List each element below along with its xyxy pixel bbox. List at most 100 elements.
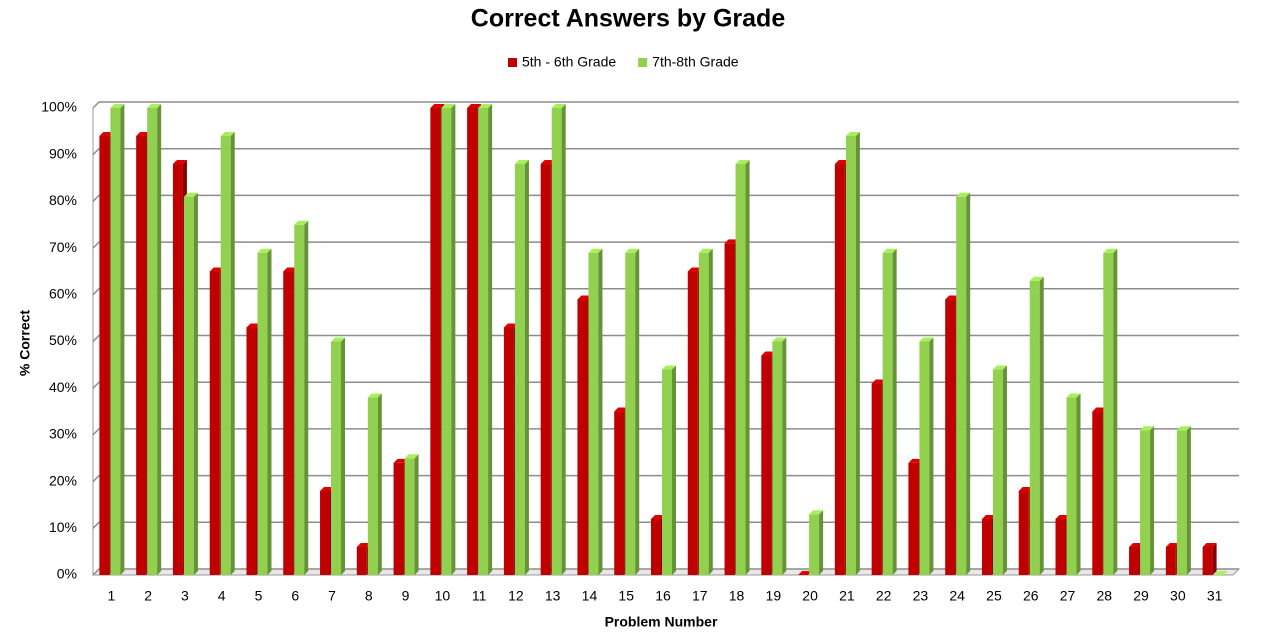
x-tick-label: 6 (291, 588, 299, 604)
bar-front (1129, 546, 1140, 575)
bar (331, 337, 346, 575)
bar-side (1186, 426, 1191, 575)
bar-top (331, 337, 346, 342)
bar-top (172, 160, 187, 165)
y-tick-label: 0% (57, 566, 77, 582)
bar-front (724, 243, 735, 575)
bar-front (1165, 546, 1176, 575)
bar-front (834, 164, 845, 576)
bar-front (772, 341, 783, 575)
bar (551, 104, 566, 575)
x-tick-label: 2 (144, 588, 152, 604)
x-tick-label: 25 (986, 588, 1002, 604)
bar-top (1165, 542, 1180, 547)
bar-top (1129, 542, 1144, 547)
bar-top (257, 248, 272, 253)
bar-top (503, 323, 518, 328)
bar-front (136, 136, 147, 575)
bar-front (651, 518, 661, 575)
bar-front (367, 397, 378, 575)
bar-front (1176, 430, 1187, 575)
x-tick-label: 1 (107, 588, 115, 604)
bar (110, 104, 125, 575)
x-tick-label: 22 (876, 588, 892, 604)
bar-side (1113, 248, 1118, 575)
bar-side (561, 104, 566, 575)
x-tick-label: 23 (913, 588, 929, 604)
bar-top (404, 454, 419, 459)
bar-top (882, 248, 897, 253)
bar-front (551, 108, 562, 575)
bar-side (782, 337, 787, 575)
bar-front (698, 252, 709, 575)
bar-side (304, 220, 309, 575)
bar-side (598, 248, 603, 575)
grid-line (92, 101, 1239, 109)
bar-top (956, 192, 971, 197)
bar-top (945, 295, 960, 300)
bar-side (1150, 426, 1155, 575)
bar-front (956, 196, 967, 576)
bar-top (393, 458, 408, 463)
bar-side (1212, 542, 1217, 575)
bar-side (524, 160, 529, 576)
bar-top (871, 379, 886, 384)
bar-side (1076, 393, 1081, 575)
x-tick-label: 29 (1133, 588, 1149, 604)
x-tick-label: 17 (692, 588, 708, 604)
bar-side (819, 510, 824, 575)
y-tick-label: 50% (49, 332, 77, 348)
bar-front (919, 341, 930, 575)
bar (798, 571, 813, 575)
x-tick-label: 28 (1097, 588, 1113, 604)
bar-top (441, 104, 456, 108)
bar-top (136, 132, 151, 137)
x-tick-label: 19 (766, 588, 782, 604)
bar-front (320, 490, 331, 575)
bar-front (220, 136, 231, 575)
bar (735, 160, 750, 576)
y-tick-label: 80% (49, 192, 77, 208)
bar-side (414, 454, 419, 575)
bar (1202, 542, 1217, 575)
bar-front (981, 518, 992, 575)
bar (183, 192, 198, 576)
bar-front (283, 271, 294, 575)
bar-front (1018, 490, 1029, 575)
bar-front (845, 136, 856, 575)
bar-top (834, 160, 849, 165)
x-tick-label: 13 (545, 588, 561, 604)
y-tick-label: 30% (49, 426, 77, 442)
legend-label: 7th-8th Grade (652, 54, 739, 70)
bar-side (966, 192, 971, 576)
bar-front (430, 108, 441, 575)
bar-top (514, 160, 529, 165)
bar-side (745, 160, 750, 576)
x-tick-label: 10 (435, 588, 451, 604)
grid-line (92, 194, 1239, 202)
bar-top (110, 104, 125, 108)
legend-swatch (508, 58, 517, 67)
bar (1029, 276, 1044, 575)
bar-front (1202, 546, 1213, 575)
chart-title: Correct Answers by Grade (471, 5, 786, 33)
bar-top (220, 132, 235, 137)
bar-side (929, 337, 934, 575)
y-tick-label: 20% (49, 472, 77, 488)
bar-top (246, 323, 261, 328)
bar (367, 393, 382, 575)
bar (404, 454, 419, 575)
bar-front (257, 252, 268, 575)
bar-side (267, 248, 272, 575)
bar-top (577, 295, 592, 300)
bar-top (1140, 426, 1155, 431)
bar-side (672, 365, 676, 575)
bar-top (687, 267, 702, 272)
bar-top (772, 337, 787, 342)
bar-side (120, 104, 125, 575)
bar-top (367, 393, 382, 398)
bar-top (1029, 276, 1044, 281)
bar-top (294, 220, 309, 225)
bar-top (908, 458, 923, 463)
x-tick-label: 3 (181, 588, 189, 604)
